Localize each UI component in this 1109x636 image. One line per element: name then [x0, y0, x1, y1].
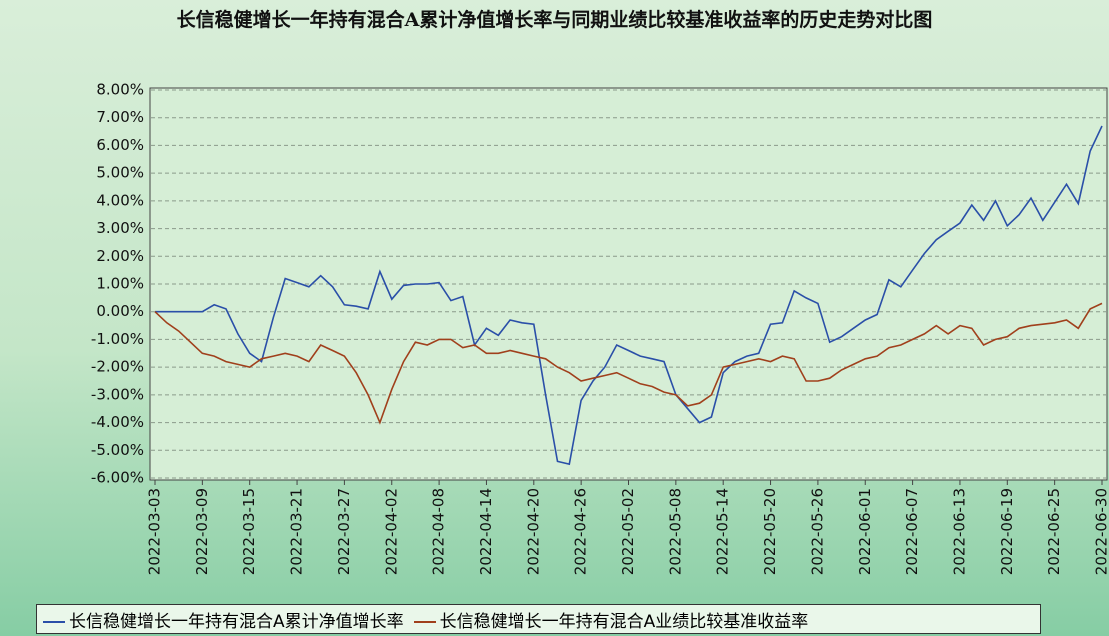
y-tick-label: -4.00%: [91, 413, 144, 431]
legend-item: 长信稳健增长一年持有混合A业绩比较基准收益率: [413, 607, 809, 632]
x-tick-label: 2022-04-26: [572, 488, 590, 575]
legend-label: 长信稳健增长一年持有混合A业绩比较基准收益率: [439, 611, 809, 632]
x-tick-label: 2022-04-20: [524, 488, 542, 575]
legend-item: 长信稳健增长一年持有混合A累计净值增长率: [43, 607, 404, 632]
x-tick-label: 2022-03-21: [288, 488, 306, 575]
x-tick-label: 2022-06-25: [1045, 488, 1063, 575]
x-tick-label: 2022-06-30: [1093, 488, 1109, 575]
y-tick-label: 7.00%: [96, 108, 144, 126]
y-tick-label: -2.00%: [91, 358, 144, 376]
series-line: [154, 302, 1103, 425]
x-tick-label: 2022-05-02: [619, 488, 637, 575]
y-tick-label: 0.00%: [96, 302, 144, 320]
legend-label: 长信稳健增长一年持有混合A累计净值增长率: [69, 611, 404, 632]
y-tick-label: -3.00%: [91, 385, 144, 403]
x-tick-label: 2022-03-03: [146, 488, 164, 575]
legend-swatch: [43, 620, 65, 623]
y-tick-label: 3.00%: [96, 219, 144, 237]
y-tick-label: -6.00%: [91, 469, 144, 487]
x-tick-label: 2022-05-08: [666, 488, 684, 575]
x-tick-label: 2022-04-14: [477, 488, 495, 575]
x-tick-label: 2022-05-26: [808, 488, 826, 575]
x-tick-label: 2022-05-20: [761, 488, 779, 575]
series-line: [155, 125, 1103, 466]
x-tick-label: 2022-03-15: [240, 488, 258, 575]
y-tick-label: -5.00%: [91, 441, 144, 459]
chart-title: 长信稳健增长一年持有混合A累计净值增长率与同期业绩比较基准收益率的历史走势对比图: [176, 9, 933, 31]
x-tick-label: 2022-03-27: [335, 488, 353, 575]
y-tick-label: 6.00%: [96, 136, 144, 154]
x-tick-label: 2022-04-02: [382, 488, 400, 575]
y-tick-label: 4.00%: [96, 191, 144, 209]
x-tick-label: 2022-06-13: [950, 488, 968, 575]
x-tick-label: 2022-06-07: [903, 488, 921, 575]
x-tick-label: 2022-06-19: [998, 488, 1016, 575]
y-tick-label: 1.00%: [96, 275, 144, 293]
x-tick-label: 2022-05-14: [714, 488, 732, 575]
legend-swatch: [413, 620, 436, 623]
y-tick-label: -1.00%: [91, 330, 144, 348]
x-tick-label: 2022-03-09: [193, 488, 211, 575]
x-tick-label: 2022-06-01: [856, 488, 874, 575]
legend: 长信稳健增长一年持有混合A累计净值增长率 长信稳健增长一年持有混合A业绩比较基准收…: [36, 604, 1041, 634]
y-tick-label: 2.00%: [96, 247, 144, 265]
x-tick-label: 2022-04-08: [430, 488, 448, 575]
y-tick-label: 8.00%: [96, 81, 144, 99]
y-tick-label: 5.00%: [96, 164, 144, 182]
